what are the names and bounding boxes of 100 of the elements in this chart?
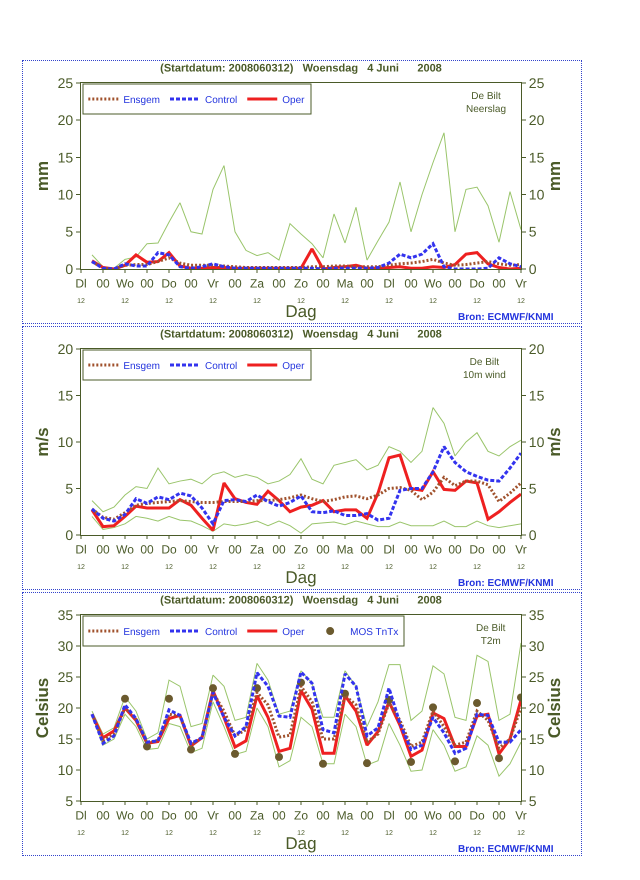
x-tick-label: 00 — [96, 542, 110, 556]
x-tick-label: 00 — [228, 276, 242, 290]
y2-tick-label: 10 — [528, 762, 545, 778]
y2-tick-label: 10 — [528, 186, 545, 202]
y-tick-label: 15 — [58, 730, 74, 747]
x-tick-label: 00 — [272, 542, 286, 556]
x-axis-title: Dag — [285, 834, 317, 853]
point — [231, 750, 239, 758]
y2-tick-label: 35 — [528, 606, 545, 623]
point — [495, 754, 503, 762]
x-tick-label: 00 — [228, 808, 242, 822]
x-tick-label: 00 — [184, 542, 198, 556]
y-tick-label: 5 — [65, 224, 74, 240]
annotation: De Bilt 10m wind — [463, 357, 506, 381]
y2-axis-title: Celsius — [544, 678, 564, 738]
point — [143, 742, 151, 750]
point — [209, 684, 217, 692]
y2-tick-label: 15 — [528, 387, 545, 404]
point — [407, 758, 415, 766]
y2-tick-label: 15 — [528, 149, 545, 166]
y2-tick-label: 25 — [528, 668, 545, 685]
text: Bron: ECMWF/KNMI — [458, 844, 554, 855]
point — [121, 694, 129, 703]
y-tick-label: 5 — [65, 480, 74, 496]
y-axis-title: m/s — [33, 427, 52, 457]
y-tick-label: 20 — [58, 340, 74, 357]
legend-label: Control — [205, 626, 238, 638]
line-series — [90, 242, 521, 269]
x-tick-label: 00 — [360, 276, 374, 290]
line-series — [90, 670, 521, 755]
y2-tick-label: 20 — [528, 340, 545, 357]
annotation: De Bilt Neerslag — [466, 91, 506, 115]
y-tick-label: 10 — [58, 186, 74, 202]
point — [451, 757, 459, 766]
legend-label: Ensgem — [123, 360, 160, 372]
y2-axis-title: mm — [544, 160, 564, 192]
x-tick-label: 00 — [404, 542, 418, 556]
y-tick-label: 15 — [58, 387, 74, 404]
y-axis-title: mm — [33, 160, 52, 192]
x-tick-label: 00 — [316, 276, 330, 290]
point — [187, 746, 195, 754]
x-tick-label: 00 — [492, 542, 506, 556]
y2-axis-title: m/s — [544, 427, 564, 457]
x-tick-label: 00 — [272, 808, 286, 822]
y-tick-label: 20 — [58, 700, 74, 716]
legend-label: MOS TnTx — [350, 626, 398, 638]
text: Bron: ECMWF/KNMI — [458, 578, 554, 589]
y2-tick-label: 20 — [528, 112, 545, 128]
line-series — [92, 407, 521, 512]
y2-tick-label: 30 — [528, 638, 545, 654]
chart-title: (Startdatum: 2008060312) Woensdag 4 Juni 2008 — [160, 328, 442, 340]
x-axis-title: Dag — [285, 302, 317, 321]
y2-tick-label: 15 — [528, 730, 545, 747]
x-tick-label: 00 — [140, 808, 154, 822]
y-tick-label: 10 — [58, 434, 74, 450]
text: Bron: ECMWF/KNMI — [458, 312, 554, 323]
y2-tick-label: 5 — [528, 224, 537, 240]
x-tick-label: 00 — [448, 808, 462, 822]
y2-tick-label: 25 — [528, 74, 545, 91]
x-tick-label: 00 — [316, 542, 330, 556]
y-tick-label: 25 — [58, 668, 74, 685]
x-tick-label: 00 — [448, 542, 462, 556]
chart-title: (Startdatum: 2008060312) Woensdag 4 Juni 2008 — [160, 594, 442, 606]
x-tick-label: 00 — [360, 542, 374, 556]
y-tick-label: 30 — [58, 638, 74, 654]
y2-tick-label: 5 — [528, 792, 537, 809]
legend-label: Oper — [282, 94, 306, 106]
y-tick-label: 15 — [58, 149, 74, 166]
y2-tick-label: 5 — [528, 480, 537, 496]
point — [319, 760, 327, 768]
legend-label: Oper — [282, 626, 306, 638]
line-series — [92, 132, 521, 269]
y-tick-label: 35 — [58, 606, 74, 623]
y-axis-title: Celsius — [33, 678, 52, 738]
line-series — [92, 701, 521, 777]
x-tick-label: 00 — [140, 542, 154, 556]
point — [363, 759, 371, 768]
legend-label: Control — [205, 360, 238, 372]
point — [429, 703, 437, 712]
x-tick-label: 00 — [184, 808, 198, 822]
y-tick-label: 0 — [65, 260, 74, 277]
chart-title: (Startdatum: 2008060312) Woensdag 4 Juni 2008 — [160, 62, 442, 74]
x-tick-label: 00 — [492, 276, 506, 290]
y2-tick-label: 10 — [528, 434, 545, 450]
x-tick-label: 00 — [184, 276, 198, 290]
x-tick-label: 00 — [448, 276, 462, 290]
x-tick-label: 00 — [404, 808, 418, 822]
x-tick-label: 00 — [96, 276, 110, 290]
y-tick-label: 20 — [58, 112, 74, 128]
x-tick-label: 00 — [272, 276, 286, 290]
x-tick-label: 00 — [360, 808, 374, 822]
x-tick-label: 00 — [228, 542, 242, 556]
x-tick-label: 00 — [96, 808, 110, 822]
line-series — [92, 516, 521, 534]
x-tick-label: 00 — [404, 276, 418, 290]
x-tick-label: 00 — [492, 808, 506, 822]
x-tick-label: 00 — [140, 276, 154, 290]
x-axis-title: Dag — [285, 568, 317, 587]
line-series — [90, 445, 521, 526]
point — [275, 752, 283, 761]
